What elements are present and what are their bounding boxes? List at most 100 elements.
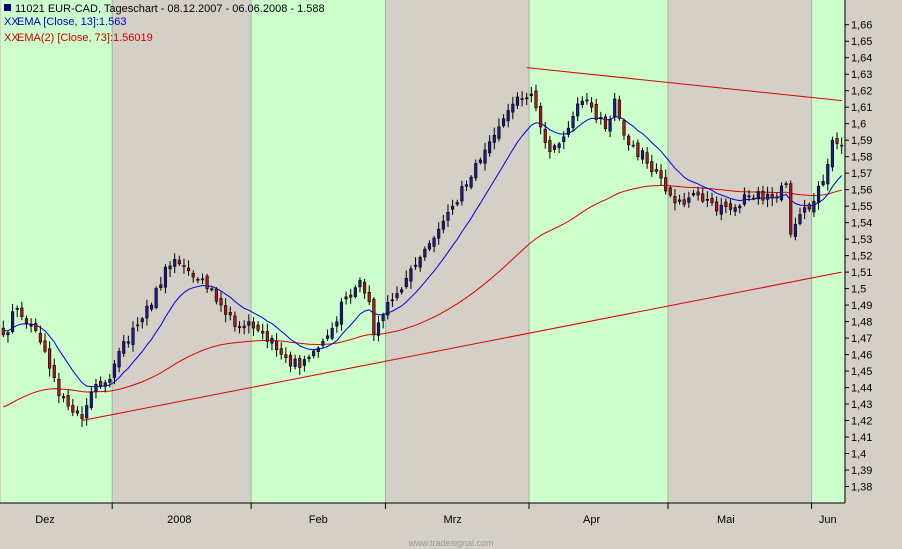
price-tick-label: 1,59 bbox=[851, 135, 872, 147]
candle-body bbox=[636, 142, 640, 158]
candle-body bbox=[48, 348, 52, 369]
candle-body bbox=[386, 301, 390, 316]
candle-body bbox=[775, 196, 779, 199]
candle-body bbox=[566, 127, 570, 135]
candle-body bbox=[501, 118, 506, 127]
candle-body bbox=[807, 204, 811, 210]
price-tick-label: 1,51 bbox=[851, 267, 872, 279]
candle-body bbox=[464, 184, 469, 187]
candle-body bbox=[812, 200, 816, 213]
price-tick-label: 1,39 bbox=[851, 465, 872, 477]
candle-body bbox=[710, 197, 714, 204]
price-axis-bg bbox=[845, 0, 902, 503]
candle-body bbox=[261, 330, 265, 334]
candle-body bbox=[43, 340, 47, 352]
candle-body bbox=[339, 301, 344, 325]
price-tick-label: 1,46 bbox=[851, 350, 872, 362]
candle-body bbox=[576, 103, 580, 117]
candle-body bbox=[497, 126, 501, 139]
price-tick-label: 1,5 bbox=[851, 284, 866, 296]
candle-body bbox=[173, 259, 177, 267]
price-tick-label: 1,54 bbox=[851, 218, 872, 230]
candle-body bbox=[108, 379, 112, 383]
price-tick-label: 1,38 bbox=[851, 482, 872, 494]
candle-body bbox=[298, 358, 302, 368]
price-tick-label: 1,65 bbox=[851, 36, 872, 48]
candle-body bbox=[191, 272, 195, 278]
price-tick-label: 1,58 bbox=[851, 152, 872, 164]
price-tick-label: 1,49 bbox=[851, 300, 872, 312]
price-tick-label: 1,6 bbox=[851, 119, 866, 131]
candle-body bbox=[140, 318, 144, 323]
candle-body bbox=[413, 264, 418, 267]
candle-body bbox=[654, 169, 658, 172]
price-tick-label: 1,56 bbox=[851, 185, 872, 197]
candle-body bbox=[580, 100, 584, 105]
candle-body bbox=[335, 321, 339, 327]
candle-body bbox=[233, 315, 237, 327]
candle-body bbox=[242, 325, 246, 329]
ema73-path bbox=[3, 184, 842, 408]
candle-body bbox=[673, 196, 677, 204]
price-tick-label: 1,41 bbox=[851, 432, 872, 444]
candle-body bbox=[214, 288, 218, 302]
candle-body bbox=[24, 318, 29, 324]
legend-ema13-marker: XX bbox=[4, 16, 19, 28]
candle-body bbox=[682, 199, 686, 205]
candle-body bbox=[279, 348, 283, 355]
candle-body bbox=[511, 103, 515, 113]
candle-body bbox=[599, 116, 603, 120]
candle-body bbox=[432, 237, 436, 247]
candle-body bbox=[224, 305, 228, 315]
candle-body bbox=[275, 340, 279, 350]
price-tick-label: 1,48 bbox=[851, 317, 872, 329]
ema13-line bbox=[3, 116, 843, 388]
candle-body bbox=[589, 102, 594, 108]
month-band bbox=[385, 0, 530, 503]
candle-body bbox=[6, 332, 10, 336]
candle-body bbox=[210, 288, 214, 291]
watermark: www.tradesignal.com bbox=[407, 538, 493, 548]
candle-body bbox=[664, 177, 668, 192]
candle-body bbox=[288, 354, 293, 367]
candle-body bbox=[552, 145, 557, 150]
candle-body bbox=[159, 284, 163, 289]
candle-body bbox=[256, 324, 260, 331]
candle-body bbox=[307, 356, 311, 359]
candle-body bbox=[34, 323, 38, 331]
candle-body bbox=[677, 199, 682, 202]
candle-body bbox=[691, 193, 696, 196]
candle-body bbox=[251, 321, 256, 329]
price-axis: 1,38 1,39 1,4 1,41 1,42 1,43 1,44 1,45 1,46 1,47 1… bbox=[844, 0, 902, 503]
candle-body bbox=[548, 140, 552, 153]
candle-body bbox=[284, 354, 288, 358]
candle-body bbox=[85, 405, 89, 419]
candle-body bbox=[835, 138, 839, 144]
candle-body bbox=[52, 365, 56, 378]
candle-body bbox=[770, 194, 774, 199]
candle-body bbox=[645, 152, 649, 164]
price-tick-label: 1,45 bbox=[851, 366, 872, 378]
candle-body bbox=[219, 298, 223, 306]
price-tick-label: 1,63 bbox=[851, 69, 872, 81]
candle-body bbox=[400, 289, 404, 293]
candle-body bbox=[742, 194, 746, 205]
candle-body bbox=[418, 257, 422, 268]
candle-body bbox=[20, 307, 24, 317]
time-tick-label: Mrz bbox=[443, 514, 461, 526]
price-tick-label: 1,55 bbox=[851, 201, 872, 213]
candle-body bbox=[71, 405, 75, 413]
legend-ema73-marker: XX bbox=[4, 32, 19, 44]
time-tick-label: 2008 bbox=[167, 514, 191, 526]
chart-title: 11021 EUR-CAD, Tageschart - 08.12.2007 -… bbox=[15, 3, 325, 15]
candle-body bbox=[200, 278, 205, 281]
candle-body bbox=[668, 187, 672, 196]
candle-body bbox=[816, 185, 821, 203]
trendline bbox=[526, 67, 842, 102]
time-tick-label: Dez bbox=[35, 514, 55, 526]
price-tick-label: 1,62 bbox=[851, 86, 872, 98]
candle-body bbox=[455, 202, 459, 205]
candle-body bbox=[177, 259, 181, 265]
